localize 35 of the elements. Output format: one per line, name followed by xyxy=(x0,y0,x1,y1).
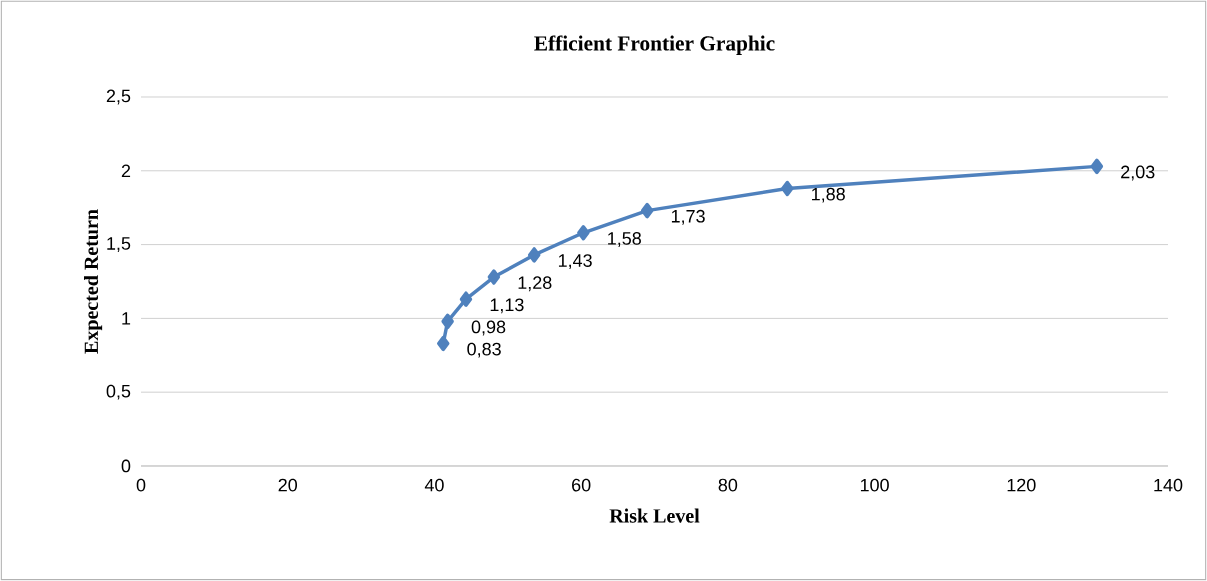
point xyxy=(527,247,541,263)
y-tick-label: 0,5 xyxy=(106,384,131,400)
text: 0,83 xyxy=(467,342,501,358)
x-tick-label: 100 xyxy=(860,478,889,492)
point xyxy=(437,335,450,352)
x-tick-label: 60 xyxy=(572,478,591,492)
point xyxy=(640,202,654,219)
text: 1,58 xyxy=(608,232,641,247)
y-tick-label: 2 xyxy=(121,164,131,178)
y-tick-label: 2,5 xyxy=(106,89,131,105)
x-tick-label: 20 xyxy=(278,478,298,492)
text: 1,28 xyxy=(518,276,552,292)
text: 1,43 xyxy=(558,254,592,270)
text: 1,13 xyxy=(490,298,524,314)
point xyxy=(781,180,794,197)
x-tick-label: 40 xyxy=(424,478,444,492)
point xyxy=(1090,158,1104,175)
point xyxy=(441,313,454,330)
y-tick-label: 0 xyxy=(121,459,131,473)
point xyxy=(577,225,590,241)
text: 1,88 xyxy=(812,187,845,203)
y-axis-title: Expected Return xyxy=(84,209,103,354)
point xyxy=(459,291,473,307)
x-tick-label: 0 xyxy=(136,478,146,492)
y-tick-label: 1,5 xyxy=(107,237,131,252)
x-tick-label: 120 xyxy=(1007,478,1036,492)
x-tick-label: 140 xyxy=(1154,478,1183,492)
point xyxy=(487,269,501,285)
text: 2,03 xyxy=(1121,165,1155,181)
y-tick-label: 1 xyxy=(122,312,131,325)
x-axis-title: Risk Level xyxy=(609,508,700,523)
x-tick-label: 80 xyxy=(718,478,738,492)
text: 0,98 xyxy=(471,320,506,336)
text: 1,73 xyxy=(671,209,705,225)
chart-title: Efficient Frontier Graphic xyxy=(534,35,775,55)
